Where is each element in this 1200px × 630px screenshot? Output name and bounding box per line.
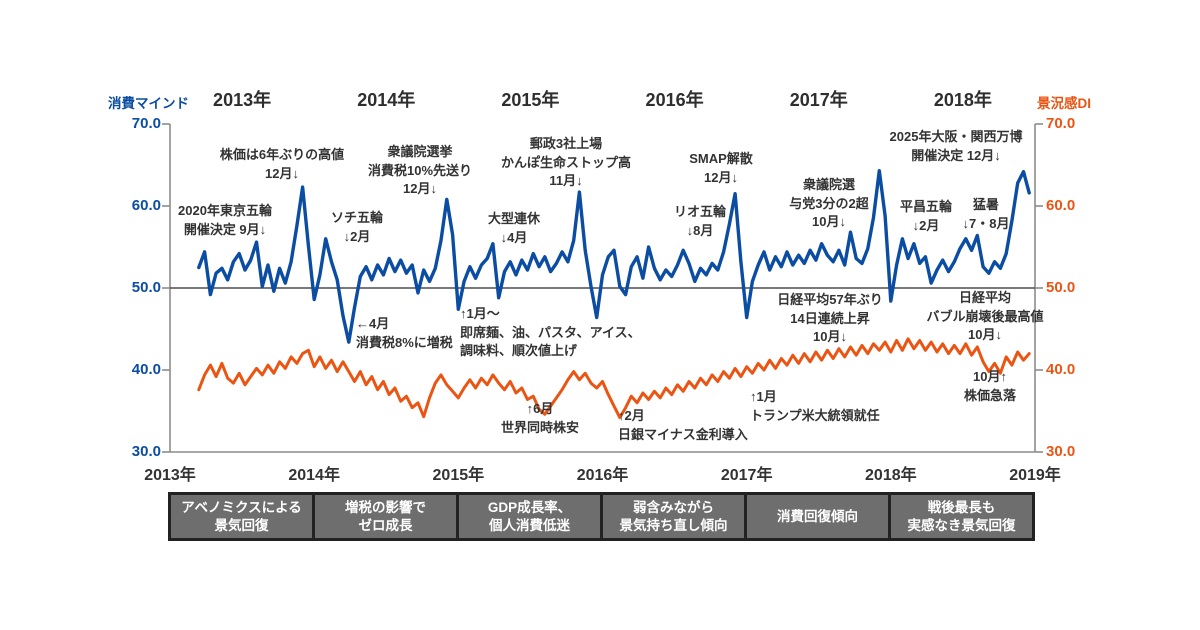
annotation-nikkei-bubble-high: 日経平均 バブル崩壊後最高値 10月↓ bbox=[926, 290, 1044, 342]
annotation-tokyo-olympics-2020: 2020年東京五輪 開催決定 9月↓ bbox=[178, 203, 272, 237]
bottom-year-label: 2018年 bbox=[865, 467, 917, 484]
annotation-rio-olympics: リオ五輪 ↓8月 bbox=[673, 204, 727, 238]
era-box-2: 増税の影響で ゼロ成長 bbox=[315, 495, 456, 538]
left-tick-label: 50.0 bbox=[131, 279, 161, 296]
annotation-japan-post-ipo: 郵政3社上場 かんぽ生命ストップ高 11月↓ bbox=[500, 136, 632, 188]
right-tick-label: 60.0 bbox=[1046, 197, 1076, 214]
annotation-heat-wave: 猛暑 ↓7・8月 bbox=[962, 197, 1010, 231]
bottom-year-label: 2017年 bbox=[720, 467, 773, 484]
annotation-trump-inauguration: ↑1月 トランプ米大統領就任 bbox=[750, 389, 880, 423]
annotation-pyeongchang-olympics: 平昌五輪 ↓2月 bbox=[899, 199, 953, 233]
annotation-boj-negative-rate: ↑2月 日銀マイナス金利導入 bbox=[618, 408, 748, 442]
annotation-osaka-expo-2025: 2025年大阪・関西万博 開催決定 12月↓ bbox=[889, 129, 1023, 163]
annotation-world-stock-fall: ↑6月 世界同時株安 bbox=[500, 401, 580, 435]
consumer-mind-line bbox=[197, 168, 1031, 344]
right-tick-label: 50.0 bbox=[1046, 279, 1076, 296]
era-box-5: 消費回復傾向 bbox=[747, 495, 888, 538]
era-box-3: GDP成長率、 個人消費低迷 bbox=[459, 495, 600, 538]
top-year-header: 2015年 bbox=[501, 90, 560, 110]
top-year-header: 2017年 bbox=[789, 90, 848, 110]
left-tick-label: 70.0 bbox=[131, 115, 161, 132]
annotation-lower-house-2017: 衆議院選 与党3分の2超 10月↓ bbox=[789, 177, 869, 229]
annotation-smap-disband: SMAP解散 12月↓ bbox=[689, 151, 753, 185]
top-year-header: 2018年 bbox=[933, 90, 992, 110]
era-box-6: 戦後最長も 実感なき景気回復 bbox=[891, 495, 1032, 538]
bottom-year-label: 2015年 bbox=[432, 467, 485, 484]
annotation-stock-6yr-high: 株価は6年ぶりの高値 12月↓ bbox=[219, 147, 345, 181]
annotation-tax-hike-8pct: ←4月 消費税8%に増税 bbox=[356, 316, 453, 350]
era-box-4: 弱含みながら 景気持ち直し傾向 bbox=[603, 495, 744, 538]
left-axis-title: 消費マインド bbox=[108, 96, 189, 111]
annotation-golden-week: 大型連休 ↓4月 bbox=[487, 211, 541, 245]
bottom-year-label: 2016年 bbox=[576, 467, 629, 484]
top-year-header: 2013年 bbox=[213, 90, 272, 110]
annotation-food-price-hikes: ↑1月〜 即席麺、油、パスタ、アイス、 調味料、順次値上げ bbox=[460, 306, 641, 358]
right-tick-label: 30.0 bbox=[1046, 443, 1076, 460]
top-year-header: 2014年 bbox=[357, 90, 416, 110]
era-box-1: アベノミクスによる 景気回復 bbox=[171, 495, 312, 538]
left-tick-label: 60.0 bbox=[131, 197, 161, 214]
right-axis-title: 景況感DI bbox=[1037, 96, 1091, 111]
right-tick-label: 40.0 bbox=[1046, 361, 1076, 378]
bottom-year-label: 2014年 bbox=[288, 467, 340, 484]
bottom-year-label: 2019年 bbox=[1009, 467, 1061, 484]
bottom-year-label: 2013年 bbox=[144, 467, 196, 484]
annotation-nikkei-14day-rise: 日経平均57年ぶり 14日連続上昇 10月↓ bbox=[777, 292, 883, 344]
annotation-sochi-olympics: ソチ五輪 ↓2月 bbox=[330, 210, 384, 244]
era-band: アベノミクスによる 景気回復 増税の影響で ゼロ成長 GDP成長率、 個人消費低迷弱… bbox=[168, 492, 1035, 541]
top-year-header: 2016年 bbox=[645, 90, 704, 110]
business-sentiment-di-line bbox=[197, 337, 1031, 420]
right-tick-label: 70.0 bbox=[1046, 115, 1076, 132]
annotation-lower-house-2014: 衆議院選挙 消費税10%先送り 12月↓ bbox=[367, 144, 473, 196]
left-tick-label: 30.0 bbox=[131, 443, 161, 460]
annotation-stock-plunge: 10月↑ 株価急落 bbox=[963, 369, 1017, 403]
left-tick-label: 40.0 bbox=[131, 361, 161, 378]
